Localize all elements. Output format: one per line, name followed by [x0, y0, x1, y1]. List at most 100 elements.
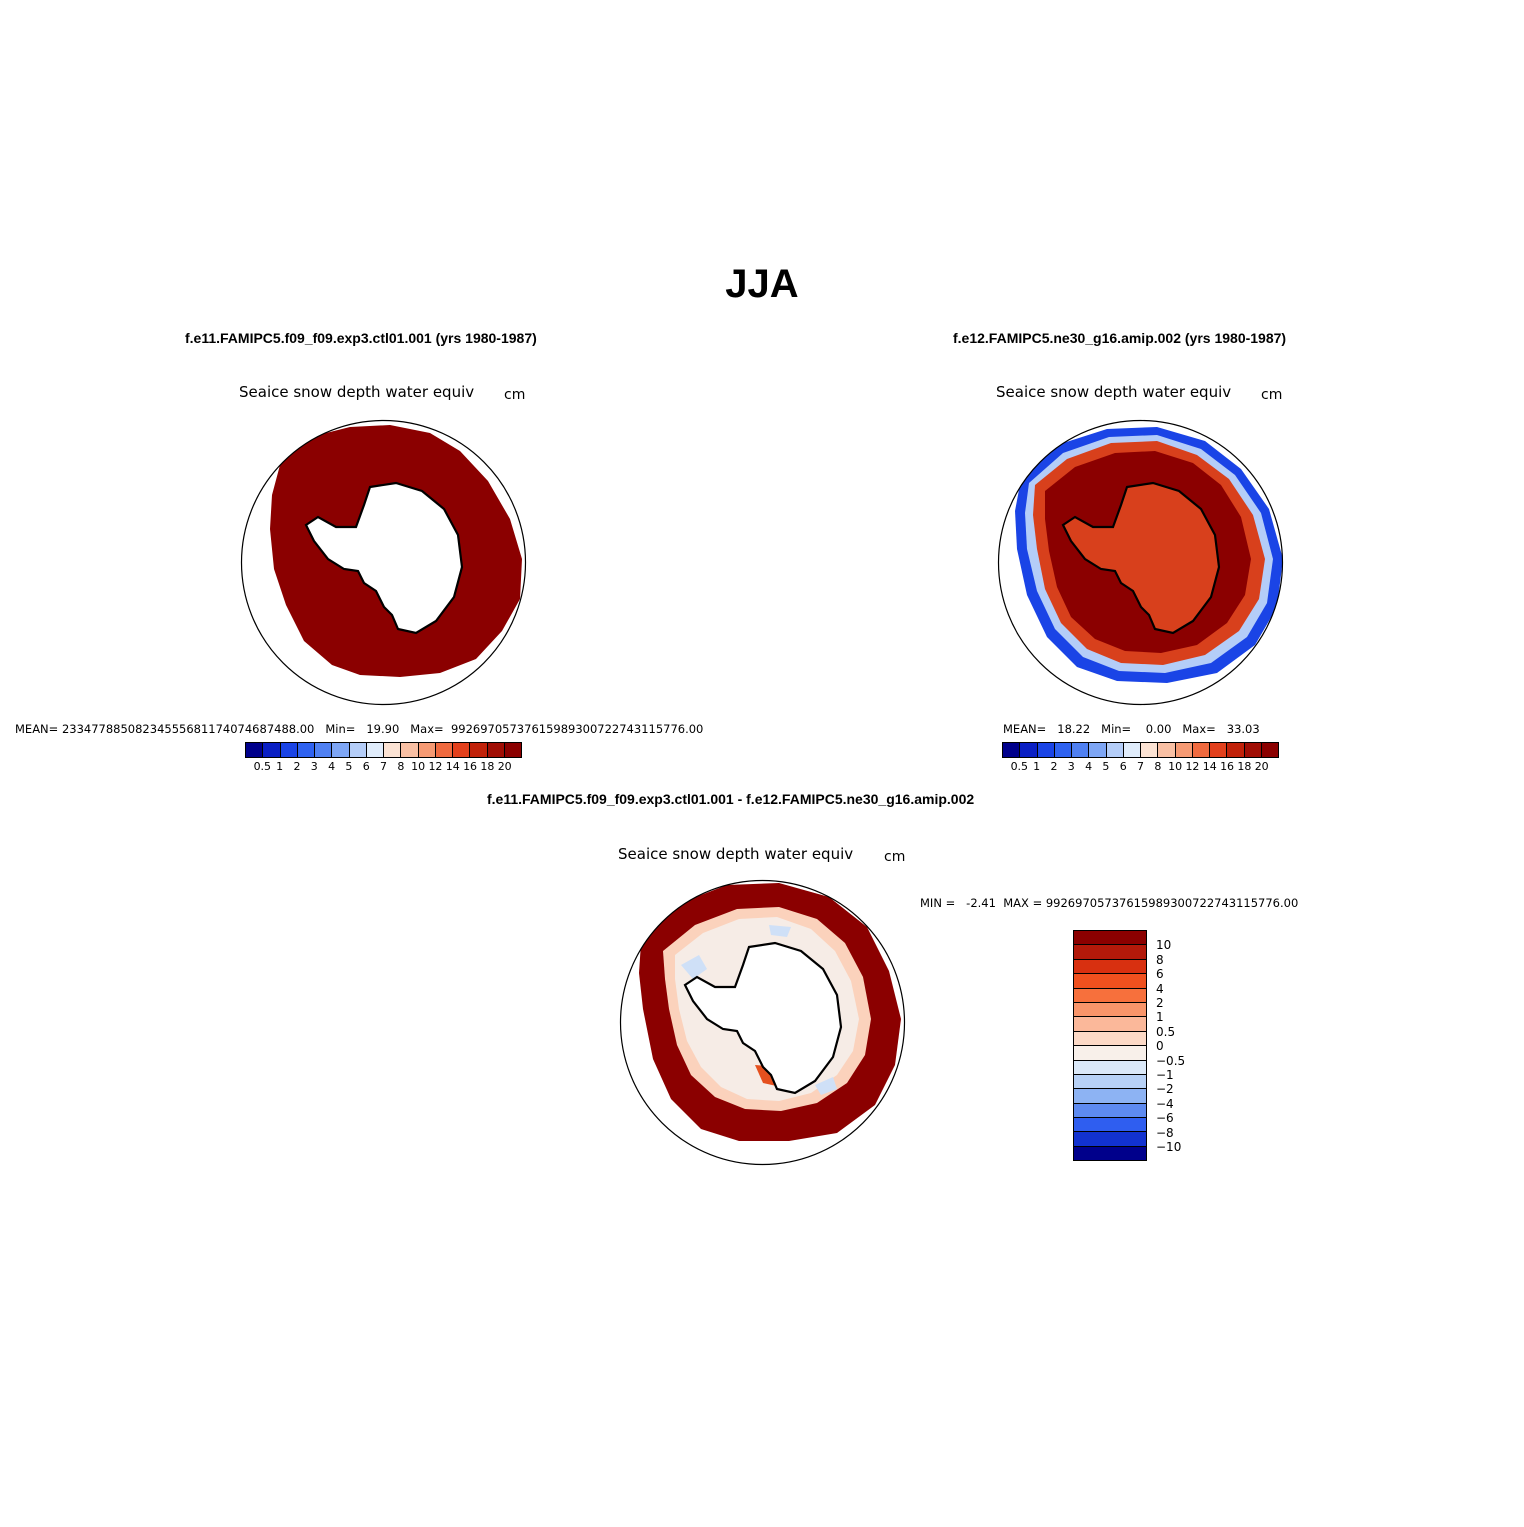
panel3-colorbar-tick-label: 2: [1156, 996, 1164, 1010]
panel3-colorbar-swatch: [1074, 1031, 1146, 1047]
panel2-colorbar-swatch: [1054, 743, 1072, 757]
panel1-colorbar-tick-label: 4: [328, 760, 336, 773]
panel2-antarctic-map: [997, 419, 1284, 706]
panel2-colorbar-tick-label: 8: [1154, 760, 1162, 773]
panel2-colorbar-tick-label: 6: [1119, 760, 1127, 773]
panel1-case-title: f.e11.FAMIPC5.f09_f09.exp3.ctl01.001 (yr…: [185, 330, 537, 346]
panel1-snow-field: [270, 425, 522, 677]
panel1-colorbar-swatches: [245, 742, 522, 758]
main-title: JJA: [725, 262, 799, 306]
panel3-colorbar-tick-label: −1: [1156, 1068, 1174, 1082]
panel1-colorbar-swatch: [366, 743, 384, 757]
panel3-colorbar-swatch: [1074, 1017, 1146, 1032]
panel1-colorbar-swatch: [384, 743, 402, 757]
panel3-antarctic-map: [619, 879, 906, 1166]
panel1-colorbar: 0.5 1 2 3 4 5 6 7 8 10 12 14 16 18 20: [245, 742, 522, 773]
panel2-colorbar-swatch: [1141, 743, 1159, 757]
panel3-colorbar-tick-label: 1: [1156, 1010, 1164, 1025]
panel3-colorbar: [1073, 930, 1147, 1162]
panel2-colorbar-tick-label: 5: [1102, 760, 1110, 773]
panel2-antarctica-coast: [1061, 481, 1221, 635]
panel3-colorbar-tick-label: −2: [1156, 1082, 1174, 1097]
panel1-colorbar-labels: 0.5 1 2 3 4 5 6 7 8 10 12 14 16 18 20: [245, 758, 522, 773]
panel3-colorbar-tick-label: −4: [1156, 1096, 1174, 1111]
panel2-colorbar-swatch: [1072, 743, 1090, 757]
panel1-colorbar-swatch: [280, 743, 298, 757]
panel1-colorbar-tick-label: 10: [411, 760, 426, 773]
panel3-colorbar-tick-label: −6: [1156, 1111, 1174, 1126]
panel3-colorbar-swatches: [1073, 930, 1147, 1162]
panel1-colorbar-tick-label: 1: [276, 760, 284, 773]
panel2-colorbar-tick-label: 1: [1033, 760, 1041, 773]
panel2-colorbar-tick-label: 2: [1050, 760, 1058, 773]
panel2-snow-saturated: [1045, 451, 1251, 653]
panel1-stats: MEAN= 23347788508234555681174074687488.0…: [15, 722, 704, 736]
panel3-stats: MIN = -2.41 MAX = 9926970573761598930072…: [920, 896, 1299, 910]
panel2-units-label: cm: [1261, 387, 1283, 403]
panel1-colorbar-tick-label: 18: [480, 760, 495, 773]
panel3-colorbar-tick-label: 8: [1156, 952, 1164, 967]
panel1-colorbar-tick-label: 6: [362, 760, 370, 773]
panel1-colorbar-swatch: [435, 743, 453, 757]
panel3-colorbar-swatch: [1074, 959, 1146, 975]
panel1-colorbar-swatch: [504, 743, 521, 757]
panel3-colorbar-swatch: [1074, 1089, 1146, 1104]
panel3-colorbar-tick-label: 4: [1156, 981, 1164, 996]
panel1-colorbar-tick-label: 2: [293, 760, 301, 773]
panel1-colorbar-tick-label: 12: [428, 760, 443, 773]
panel1-antarctic-map: [240, 419, 527, 706]
panel3-case-title: f.e11.FAMIPC5.f09_f09.exp3.ctl01.001 - f…: [487, 791, 975, 807]
panel2-colorbar-tick-label: 3: [1067, 760, 1075, 773]
panel3-colorbar-swatch: [1074, 1118, 1146, 1133]
panel3-diff-blue-patch-1: [681, 955, 707, 979]
panel1-colorbar-swatch: [470, 743, 488, 757]
panel1-colorbar-tick-label: 0.5: [253, 760, 272, 773]
panel1-colorbar-tick-label: 3: [310, 760, 318, 773]
panel3-colorbar-swatch: [1074, 1002, 1146, 1018]
panel2-stats: MEAN= 18.22 Min= 0.00 Max= 33.03: [1003, 722, 1260, 736]
panel1-colorbar-swatch: [246, 743, 264, 757]
panel2-colorbar-swatch: [1175, 743, 1193, 757]
panel2-colorbar-swatch: [1106, 743, 1124, 757]
panel1-colorbar-tick-label: 5: [345, 760, 353, 773]
panel2-colorbar-swatch: [1192, 743, 1210, 757]
panel3-antarctica-coast: [683, 941, 843, 1095]
panel3-colorbar-tick-label: 0.5: [1156, 1024, 1176, 1039]
panel3-colorbar-tick-label: 10: [1156, 938, 1172, 953]
panel3-diff-blue-patch-2: [769, 925, 791, 937]
panel1-colorbar-swatch: [418, 743, 436, 757]
panel2-colorbar-tick-label: 14: [1202, 760, 1217, 773]
panel1-colorbar-tick-label: 20: [497, 760, 512, 773]
panel2-colorbar-swatch: [1003, 743, 1021, 757]
panel2-variable-label: Seaice snow depth water equiv: [996, 383, 1232, 401]
panel2-colorbar-tick-label: 10: [1168, 760, 1183, 773]
panel1-colorbar-swatch: [332, 743, 350, 757]
panel2-colorbar-tick-label: 4: [1085, 760, 1093, 773]
panel2-colorbar-swatch: [1089, 743, 1107, 757]
panel2-colorbar-swatch: [1123, 743, 1141, 757]
panel3-colorbar-swatch: [1074, 974, 1146, 989]
panel2-colorbar-swatches: [1002, 742, 1279, 758]
panel3-colorbar-swatch: [1074, 988, 1146, 1003]
panel2-colorbar-tick-label: 16: [1220, 760, 1235, 773]
panel3-colorbar-swatch: [1074, 1046, 1146, 1061]
panel2-colorbar-tick-label: 7: [1137, 760, 1144, 773]
panel3-colorbar-swatch: [1074, 1103, 1146, 1119]
panel3-colorbar-tick-label: −0.5: [1156, 1053, 1186, 1068]
panel2-colorbar-swatch: [1037, 743, 1055, 757]
panel3-colorbar-swatch: [1074, 945, 1146, 960]
panel1-colorbar-swatch: [349, 743, 367, 757]
panel1-antarctica-coast: [304, 481, 464, 635]
panel3-colorbar-swatch: [1074, 1074, 1146, 1090]
panel1-colorbar-swatch: [297, 743, 315, 757]
panel1-colorbar-tick-label: 7: [380, 760, 387, 773]
panel2-colorbar-swatch: [1158, 743, 1176, 757]
panel2-colorbar-swatch: [1210, 743, 1228, 757]
panel3-colorbar-labels: 10 8 6 4 2 1 0.5 0 −0.5 −1 −2 −4 −6 −8 −10: [1156, 930, 1216, 1162]
panel1-variable-label: Seaice snow depth water equiv: [239, 383, 475, 401]
panel3-diff-blue-patch-3: [815, 1077, 837, 1095]
panel1-colorbar-swatch: [487, 743, 505, 757]
panel2-colorbar-swatch: [1261, 743, 1278, 757]
panel2-colorbar-swatch: [1020, 743, 1038, 757]
panel3-colorbar-tick-label: −10: [1156, 1140, 1182, 1154]
